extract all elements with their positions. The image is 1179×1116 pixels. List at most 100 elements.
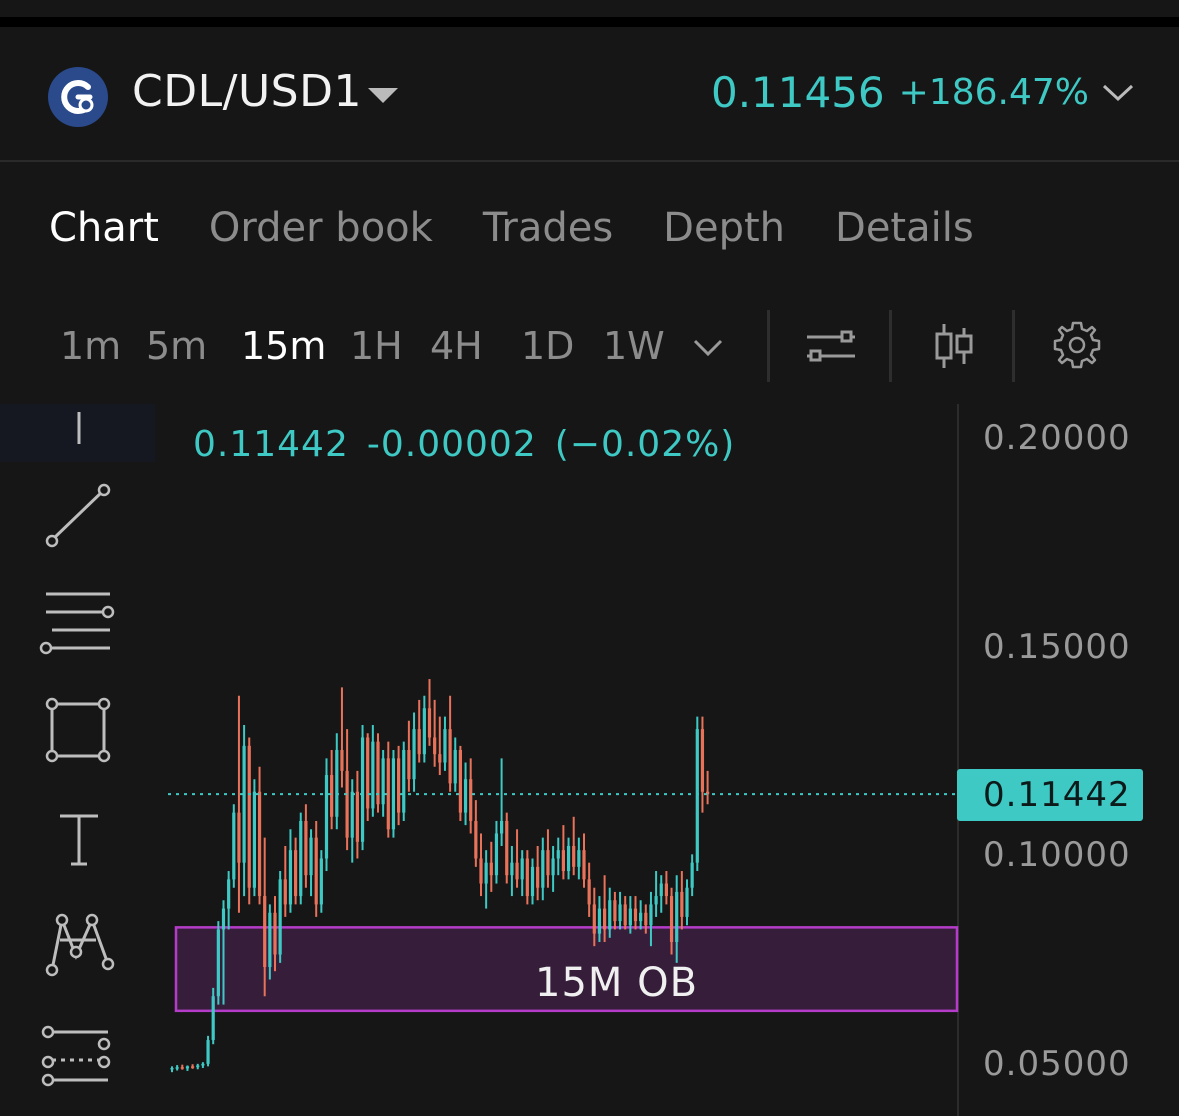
- candle-body: [582, 850, 586, 880]
- candle-body: [263, 896, 267, 968]
- candle-body: [242, 745, 246, 863]
- pair-name[interactable]: CDL/USD1: [132, 66, 362, 117]
- interval-1m[interactable]: 1m: [60, 324, 122, 368]
- interval-1h[interactable]: 1H: [350, 324, 403, 368]
- candle-body: [669, 896, 674, 942]
- candle-body: [191, 1066, 195, 1068]
- candle-body: [675, 891, 679, 942]
- candle-body: [360, 737, 365, 842]
- y-tick-label: 0.15000: [983, 627, 1131, 667]
- pattern-icon[interactable]: [45, 913, 115, 977]
- gear-icon[interactable]: [1052, 320, 1102, 370]
- interval-4h[interactable]: 4H: [430, 324, 483, 368]
- candles-group: [170, 679, 710, 1073]
- ohlc-legend: 0.11442 -0.00002 (−0.02%): [193, 424, 753, 465]
- candle-body: [608, 900, 612, 930]
- fib-icon[interactable]: [41, 1025, 111, 1087]
- chevron-down-icon[interactable]: [1101, 82, 1135, 104]
- horizontal-lines-icon[interactable]: [39, 592, 115, 655]
- pair-dropdown-caret-icon[interactable]: [368, 88, 398, 103]
- last-price: 0.11456: [710, 68, 885, 117]
- candle-body: [479, 858, 483, 884]
- y-tick-label: 0.10000: [983, 835, 1131, 875]
- candle-body: [340, 750, 344, 771]
- tab-chart[interactable]: Chart: [49, 205, 159, 251]
- candle-body: [572, 845, 576, 867]
- candle-body: [706, 791, 710, 795]
- candle-body: [397, 758, 401, 813]
- candle-body: [644, 912, 648, 926]
- y-tick-label: 0.20000: [983, 418, 1131, 458]
- candle-body: [536, 866, 540, 888]
- interval-15m[interactable]: 15m: [241, 324, 327, 368]
- candle-body: [324, 775, 329, 859]
- candle-body: [185, 1066, 190, 1069]
- candle-body: [525, 858, 529, 897]
- candle-body: [474, 820, 478, 859]
- candle-body: [314, 837, 318, 905]
- candle-body: [294, 850, 298, 897]
- y-tick-label: 0.05000: [983, 1044, 1131, 1084]
- indicators-icon[interactable]: [805, 328, 857, 364]
- market-tabs: Chart Order book Trades Depth Details: [49, 205, 1024, 251]
- price-chart[interactable]: 0.11442 -0.00002 (−0.02%) 15M OB 0.20000 0…: [0, 404, 1179, 1116]
- candle-body: [211, 996, 215, 1041]
- candle-body: [180, 1067, 184, 1069]
- candle-body: [407, 750, 411, 780]
- candle-body: [685, 887, 689, 917]
- candlestick-chart[interactable]: [0, 404, 1179, 1116]
- candle-body: [566, 845, 571, 872]
- candle-body: [690, 862, 694, 888]
- toolbar-divider: [1012, 310, 1015, 382]
- rectangle-icon[interactable]: [45, 697, 111, 763]
- candle-body: [484, 862, 488, 884]
- candle-body: [175, 1067, 179, 1069]
- candle-body: [680, 891, 684, 917]
- candle-body: [587, 879, 591, 905]
- candle-body: [618, 904, 622, 922]
- candle-body: [386, 758, 390, 830]
- candle-body: [288, 850, 293, 905]
- chevron-down-icon[interactable]: [692, 338, 724, 358]
- tab-details[interactable]: Details: [835, 205, 974, 251]
- text-icon[interactable]: [60, 814, 98, 866]
- candle-body: [469, 779, 473, 821]
- candle-body: [216, 929, 220, 997]
- current-price-tag: 0.11442: [957, 769, 1143, 821]
- candle-body: [345, 770, 349, 838]
- tab-order-book[interactable]: Order book: [208, 205, 433, 251]
- candle-body: [500, 820, 504, 834]
- candle-body: [494, 833, 499, 876]
- candle-body: [299, 820, 303, 897]
- cdl-coin-logo-icon[interactable]: [48, 67, 108, 127]
- candle-body: [520, 858, 524, 880]
- chart-toolbar: 1m 5m 15m 1H 4H 1D 1W: [0, 306, 1179, 382]
- candle-body: [463, 779, 468, 813]
- candle-body: [659, 883, 663, 897]
- price-change-pct: +186.47%: [898, 72, 1089, 113]
- candle-body: [227, 879, 231, 909]
- candle-body: [433, 737, 437, 755]
- candle-body: [613, 900, 617, 922]
- candle-type-icon[interactable]: [932, 322, 976, 370]
- candle-body: [453, 750, 457, 784]
- interval-1d[interactable]: 1D: [521, 324, 575, 368]
- interval-5m[interactable]: 5m: [146, 324, 208, 368]
- candle-body: [247, 745, 251, 888]
- trend-line-icon[interactable]: [45, 483, 111, 548]
- candle-body: [252, 791, 256, 888]
- order-block-zone[interactable]: [174, 926, 959, 1013]
- candle-body: [371, 741, 375, 809]
- tab-trades[interactable]: Trades: [482, 205, 614, 251]
- candle-body: [695, 729, 699, 863]
- candle-body: [489, 862, 493, 876]
- candle-body: [201, 1063, 205, 1066]
- candle-body: [232, 812, 236, 880]
- candle-body: [283, 879, 287, 905]
- candle-body: [402, 750, 406, 813]
- candle-body: [237, 812, 241, 863]
- tab-depth[interactable]: Depth: [663, 205, 786, 251]
- interval-1w[interactable]: 1W: [603, 324, 665, 368]
- candle-body: [577, 850, 581, 867]
- price-summary[interactable]: 0.11456 +186.47%: [711, 68, 1135, 117]
